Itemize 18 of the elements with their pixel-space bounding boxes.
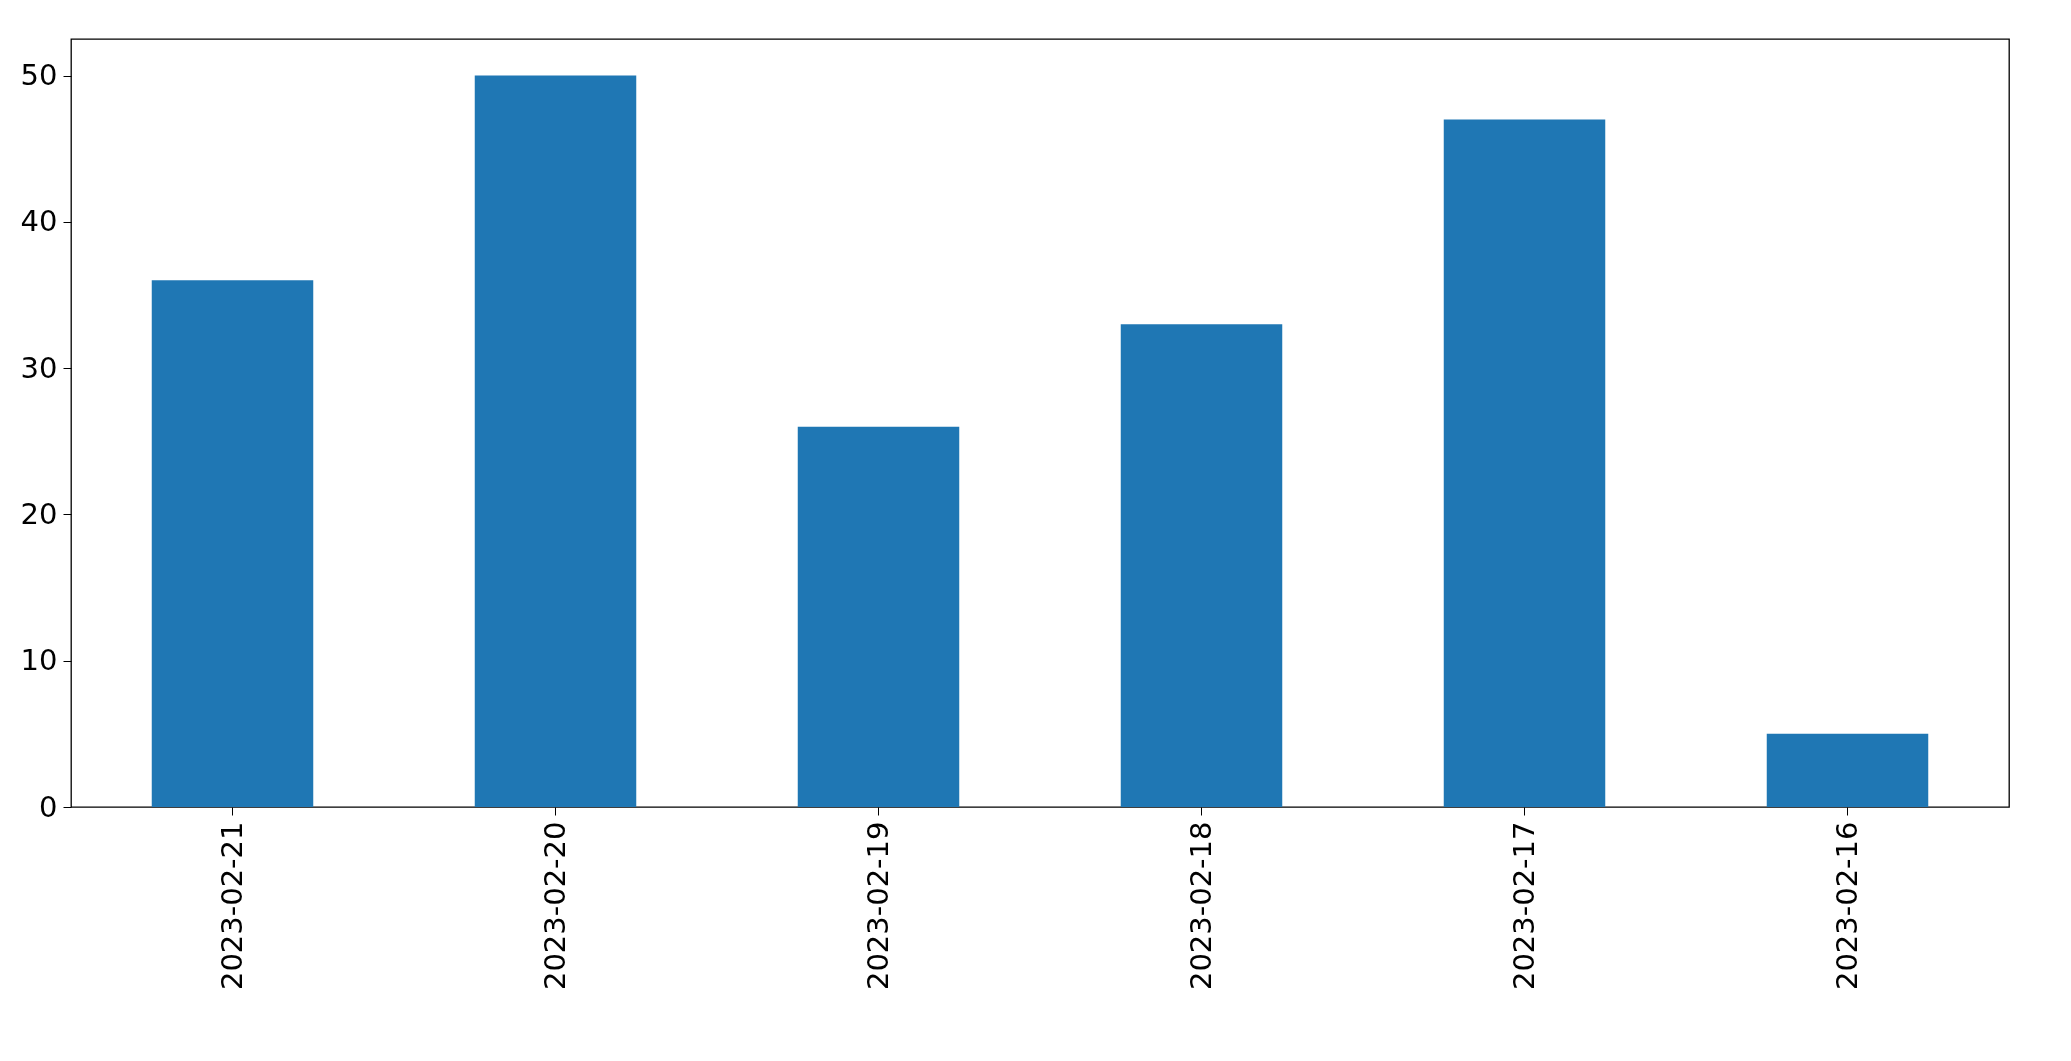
bar (797, 426, 960, 807)
x-tick-label: 2023-02-19 (860, 821, 895, 991)
y-tick-label: 10 (20, 643, 58, 678)
x-tick-label: 2023-02-17 (1506, 821, 1541, 991)
bar (1443, 119, 1606, 807)
x-tick-label: 2023-02-21 (214, 821, 249, 991)
bar (1766, 733, 1929, 807)
bar (1120, 324, 1283, 807)
bar (474, 75, 637, 807)
x-tick-label: 2023-02-18 (1183, 821, 1218, 991)
y-tick-label: 30 (20, 350, 58, 385)
y-tick-label: 0 (39, 789, 58, 824)
y-tick-label: 40 (20, 204, 58, 239)
x-tick-label: 2023-02-20 (537, 821, 572, 991)
x-tick-label: 2023-02-16 (1829, 821, 1864, 991)
y-tick-label: 20 (20, 496, 58, 531)
bar (151, 280, 314, 807)
y-tick-label: 50 (20, 58, 58, 93)
